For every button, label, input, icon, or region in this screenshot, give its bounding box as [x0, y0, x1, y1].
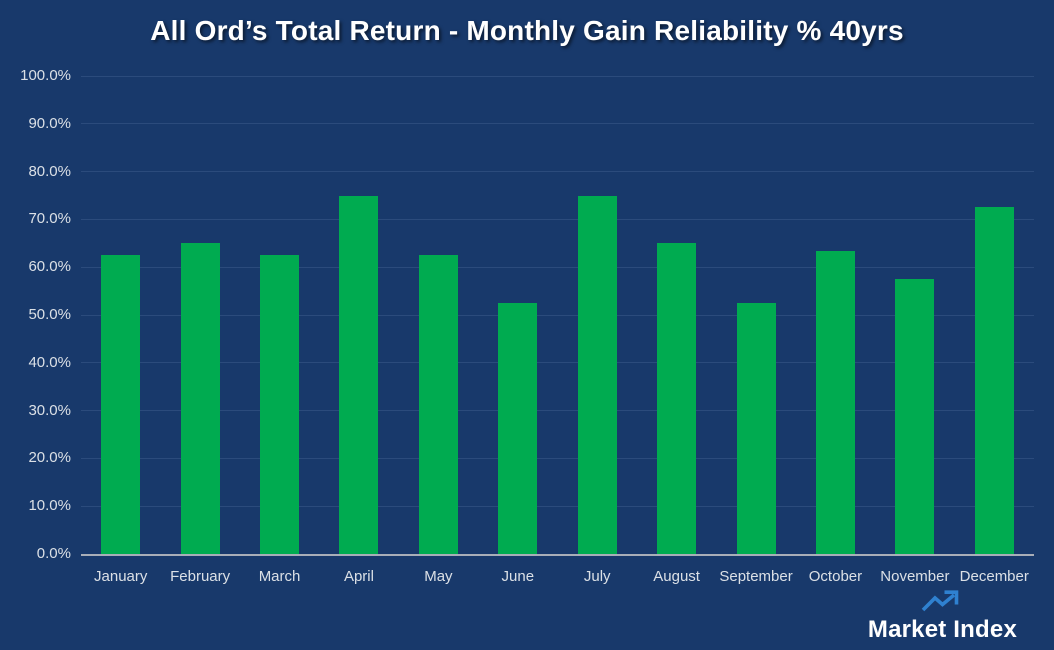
bar-march: [260, 255, 300, 554]
y-axis-tick-label: 70.0%: [28, 210, 71, 228]
trend-up-arrow-icon: [922, 590, 959, 612]
y-axis-tick-label: 90.0%: [28, 114, 71, 132]
y-axis-tick-label: 50.0%: [28, 306, 71, 323]
chart-title: All Ord’s Total Return - Monthly Gain Re…: [150, 15, 904, 46]
gridline-50.0%: [81, 314, 1034, 316]
plot-area: 0.0% 10.0% 20.0% 30.0% 40.0% 50.0% 60.0% 70.0% 8…: [20, 67, 1034, 585]
gridline-40.0%: [81, 362, 1034, 364]
gridline-80.0%: [81, 171, 1034, 173]
bar-april: [339, 195, 379, 554]
gridline-20.0%: [81, 457, 1034, 459]
x-axis-line: [81, 554, 1034, 556]
gridline-30.0%: [81, 410, 1034, 412]
bar-february: [180, 243, 220, 554]
x-axis-label-september: September: [719, 568, 793, 585]
gridline-60.0%: [81, 266, 1034, 268]
x-axis-label-march: March: [258, 568, 301, 585]
bar-june: [498, 303, 538, 554]
gridline-10.0%: [81, 505, 1034, 507]
y-axis-tick-label: 10.0%: [28, 497, 71, 515]
x-axis-label-january: January: [94, 568, 148, 585]
bar-august: [657, 243, 697, 554]
y-axis-tick-label: 30.0%: [28, 401, 71, 419]
gridline-70.0%: [81, 218, 1034, 220]
x-axis-label-june: June: [501, 568, 535, 585]
y-axis-tick-label: 0.0%: [36, 545, 71, 562]
x-axis-label-december: December: [959, 568, 1029, 585]
bar-may: [418, 255, 458, 554]
bar-october: [815, 250, 855, 554]
bar-december: [974, 207, 1014, 554]
brand-name: Market Index: [867, 616, 1017, 643]
x-axis-label-july: July: [583, 568, 611, 585]
brand-logo: Market Index: [868, 590, 1017, 644]
gridline-100.0%: [81, 75, 1034, 77]
bar-september: [736, 303, 776, 554]
x-axis-label-february: February: [170, 568, 231, 585]
x-axis-label-may: May: [424, 568, 453, 585]
gridline-90.0%: [81, 123, 1034, 125]
y-axis-tick-label: 60.0%: [28, 258, 71, 276]
bar-january: [101, 255, 141, 554]
y-axis-tick-label: 100.0%: [20, 67, 71, 84]
bar-july: [577, 195, 617, 554]
x-axis-label-october: October: [808, 568, 863, 585]
y-axis-tick-label: 20.0%: [28, 449, 71, 467]
y-axis-tick-label: 80.0%: [28, 162, 71, 180]
x-axis-label-april: April: [343, 568, 374, 585]
x-axis-label-november: November: [880, 568, 950, 585]
x-axis-label-august: August: [653, 568, 700, 585]
bar-november: [895, 279, 935, 554]
y-axis-tick-label: 40.0%: [28, 353, 71, 371]
